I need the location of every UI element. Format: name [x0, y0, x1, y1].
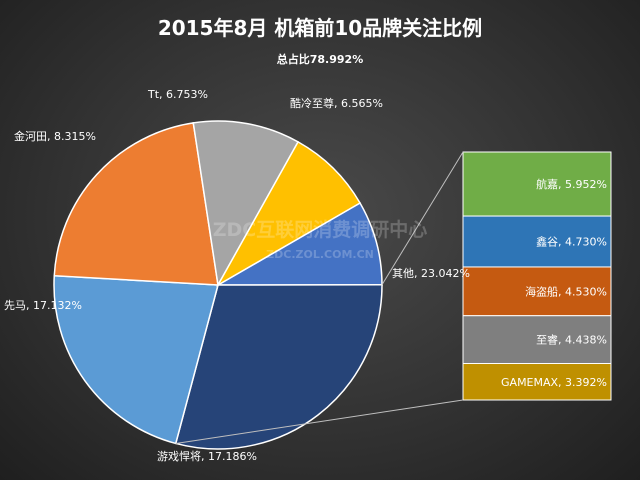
breakout-label-1: 航嘉, 5.952% — [536, 177, 607, 191]
pie-slice-5 — [192, 120, 300, 288]
breakout-segment-1 — [462, 151, 612, 217]
breakout-label-4: 至睿, 4.438% — [536, 333, 607, 347]
pie-slice-3 — [53, 274, 219, 445]
chart-title: 2015年8月 机箱前10品牌关注比例 — [158, 16, 482, 40]
data-label-5: 金河田, 8.315% — [14, 129, 96, 143]
breakout-label-2: 鑫谷, 4.730% — [536, 235, 607, 249]
breakout-segment-2 — [462, 215, 612, 268]
connector-line-top — [381, 151, 464, 286]
connector-line-bottom — [175, 399, 464, 444]
chart-subtitle: 总占比78.992% — [277, 52, 363, 66]
watermark-url: ZDC.ZOL.COM.CN — [266, 248, 374, 261]
data-label-6: Tt, 6.753% — [147, 88, 208, 101]
data-label-2: 其他, 23.042% — [392, 267, 470, 280]
data-labels: 酷冷至尊, 6.565% 其他, 23.042% 游戏悍将, 17.186% 先马, … — [4, 88, 607, 463]
breakout-label-3: 海盗船, 4.530% — [525, 284, 607, 298]
watermark-title: ZDC互联网消费调研中心 — [213, 218, 428, 241]
data-label-3: 游戏悍将, 17.186% — [157, 449, 257, 463]
breakout-bar — [175, 151, 612, 444]
pie-slice-2 — [174, 284, 383, 450]
breakout-segment-3 — [462, 266, 612, 317]
pie-slice-6 — [216, 140, 362, 288]
breakout-label-5: GAMEMAX, 3.392% — [501, 376, 607, 389]
pie-slice-1 — [215, 201, 383, 286]
pie-slices — [53, 120, 383, 450]
data-label-1: 酷冷至尊, 6.565% — [290, 96, 383, 110]
breakout-segment-5 — [462, 362, 612, 401]
pie-slice-4 — [53, 122, 219, 286]
breakout-segment-4 — [462, 315, 612, 365]
data-label-4: 先马, 17.132% — [4, 299, 82, 312]
